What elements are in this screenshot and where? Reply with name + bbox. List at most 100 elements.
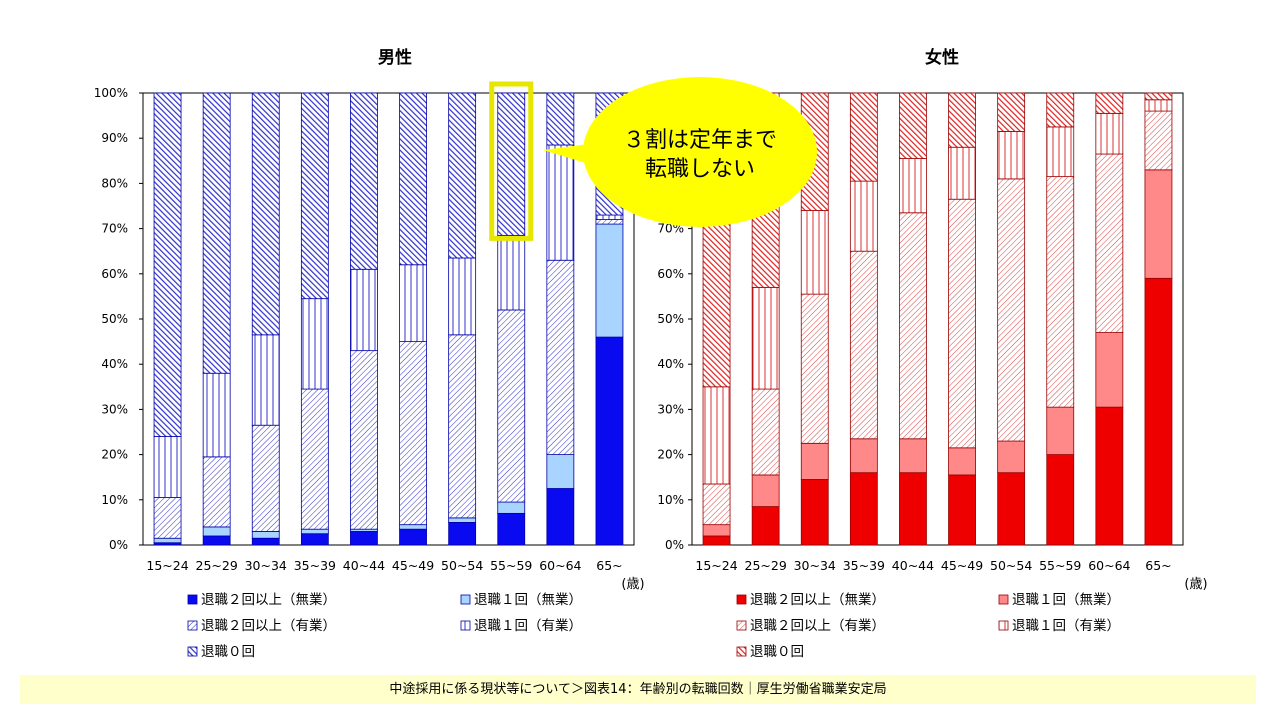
bar-segment [800, 442, 829, 480]
y-tick-label: 20% [101, 448, 128, 462]
bar-segment [849, 250, 878, 440]
legend-swatch [998, 594, 1009, 605]
bar-segment [751, 286, 780, 390]
legend-swatch [460, 620, 471, 631]
bar-segment [497, 309, 526, 503]
y-tick-label: 90% [101, 131, 128, 145]
bar-segment [899, 212, 927, 440]
bar-segment [800, 210, 829, 295]
bar-segment [497, 234, 526, 311]
bar-segment [546, 259, 575, 455]
bar-segment [751, 474, 780, 507]
y-tick-label: 0% [109, 538, 128, 552]
bar-segment [948, 146, 976, 200]
callout-text-line2: 転職しない [645, 157, 755, 182]
y-tick-label: 30% [101, 402, 128, 416]
bar-segment [300, 528, 329, 535]
legend-label: 退職２回以上（有業） [750, 618, 885, 634]
bar-segment [1144, 92, 1173, 101]
y-tick-label: 20% [657, 448, 684, 462]
bar-segment [153, 537, 182, 544]
bar-segment [948, 447, 976, 476]
legend-label: 退職２回以上（有業） [201, 618, 336, 634]
bar-segment [1046, 406, 1075, 456]
legend-label: 退職１回（有業） [1012, 618, 1120, 634]
bar-segment [899, 472, 927, 546]
legend-label: 退職１回（無業） [1012, 592, 1120, 608]
bar-segment [497, 512, 526, 546]
bar-segment [899, 158, 927, 214]
bar-segment [448, 334, 477, 519]
legend-swatch [736, 646, 747, 657]
x-tick-label: 60~64 [1088, 558, 1130, 573]
bar-segment [399, 528, 427, 546]
bar-segment [350, 268, 378, 352]
chart-title: 男性 [378, 47, 412, 68]
bar-segment [849, 92, 878, 182]
x-tick-label: 55~59 [490, 558, 532, 573]
bar-segment [202, 372, 231, 458]
bar-segment [800, 479, 829, 546]
bar-segment [546, 92, 575, 146]
bar-segment [899, 92, 927, 159]
x-tick-label: 30~34 [245, 558, 287, 573]
bar-segment [1144, 99, 1173, 112]
legend-label: 退職２回以上（無業） [201, 592, 336, 608]
bar-segment [702, 535, 731, 546]
x-tick-label: 45~49 [392, 558, 434, 573]
bar-segment [448, 92, 477, 259]
bar-segment [595, 219, 624, 225]
y-tick-label: 100% [94, 86, 128, 100]
y-tick-label: 60% [657, 267, 684, 281]
bar-segment [899, 438, 927, 474]
x-tick-label: 40~44 [892, 558, 934, 573]
bar-segment [300, 533, 329, 546]
callout-text-line1: ３割は定年まで [623, 128, 777, 153]
bar-segment [595, 223, 624, 338]
x-tick-label: 25~29 [196, 558, 238, 573]
bar-segment [1095, 332, 1124, 408]
source-caption: 中途採用に係る現状等について＞図表14：年齢別の転職回数｜厚生労働省職業安定局 [20, 675, 1256, 704]
y-tick-label: 10% [101, 493, 128, 507]
bar-segment [546, 454, 575, 489]
y-tick-label: 30% [657, 402, 684, 416]
highlight-box [489, 81, 534, 241]
bar-segment [497, 92, 526, 236]
bar-segment [1046, 92, 1075, 128]
legend-swatch [736, 594, 747, 605]
x-tick-label: 35~39 [294, 558, 336, 573]
legend: 退職２回以上（無業） 退職１回（無業） 退職２回以上（有業） 退職１回（有業） 退職０回 [187, 592, 582, 660]
y-tick-label: 40% [657, 357, 684, 371]
y-tick-label: 80% [101, 176, 128, 190]
bar-segment [1095, 406, 1124, 546]
x-tick-label: 15~24 [146, 558, 188, 573]
bar-segment [1144, 110, 1173, 171]
bar-segment [1144, 277, 1173, 546]
bar-segment [251, 531, 280, 539]
x-tick-label: 45~49 [941, 558, 983, 573]
bar-segment [1046, 126, 1075, 178]
bar-segment [202, 456, 231, 528]
bar-segment [849, 180, 878, 252]
x-tick-label: 50~54 [990, 558, 1032, 573]
bar-segment [399, 264, 427, 343]
bar-segment [202, 92, 231, 374]
legend-swatch [998, 620, 1009, 631]
bar-segment [251, 537, 280, 546]
bar-segment [448, 257, 477, 336]
chart-title: 女性 [925, 47, 959, 68]
legend-swatch [187, 646, 198, 657]
legend-swatch [736, 620, 747, 631]
x-tick-label: 35~39 [843, 558, 885, 573]
bar-segment [448, 522, 477, 546]
bar-segment [1095, 92, 1124, 114]
y-tick-label: 40% [101, 357, 128, 371]
bar-segment [997, 92, 1026, 132]
x-tick-label: 15~24 [695, 558, 737, 573]
bar-segment [350, 350, 378, 530]
bar-segment [1144, 169, 1173, 279]
legend-swatch [187, 620, 198, 631]
y-tick-label: 60% [101, 267, 128, 281]
bar-segment [399, 524, 427, 530]
x-tick-label: 65~ [1145, 558, 1171, 573]
